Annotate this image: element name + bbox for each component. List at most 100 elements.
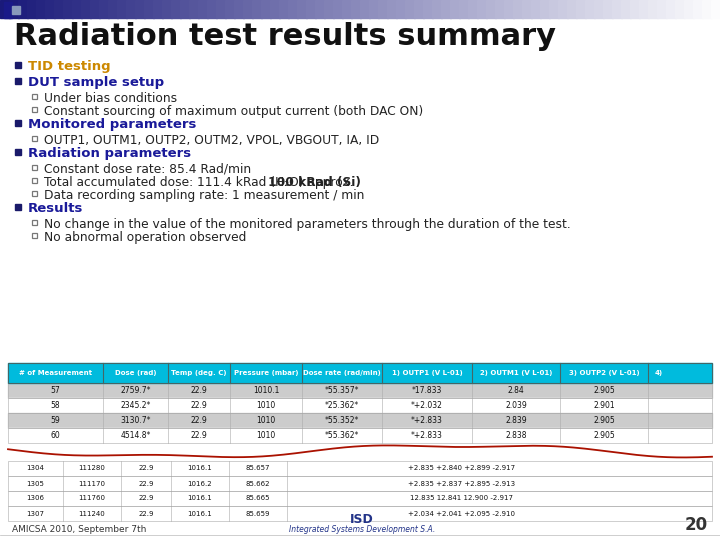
Text: 1) OUTP1 (V L-01): 1) OUTP1 (V L-01) (392, 370, 462, 376)
Text: *55.362*: *55.362* (325, 431, 359, 440)
Text: 22.9: 22.9 (191, 401, 207, 410)
Text: 4514.8*: 4514.8* (120, 431, 150, 440)
Bar (225, 0, 235, 18)
Text: 3130.7*: 3130.7* (120, 416, 150, 425)
Bar (207, 0, 217, 18)
Bar (351, 0, 361, 18)
Bar (90, 0, 99, 18)
Text: 22.9: 22.9 (138, 510, 154, 516)
Text: 2.838: 2.838 (505, 431, 527, 440)
Text: Constant sourcing of maximum output current (both DAC ON): Constant sourcing of maximum output curr… (44, 105, 423, 118)
Text: 2.901: 2.901 (593, 401, 615, 410)
Bar (432, 0, 441, 18)
Text: 22.9: 22.9 (138, 481, 154, 487)
Bar (252, 0, 261, 18)
Bar (405, 0, 415, 18)
Bar (396, 0, 405, 18)
Bar (8, 461, 712, 476)
Bar (684, 0, 693, 18)
Bar (126, 0, 135, 18)
Bar (153, 0, 163, 18)
Text: 2.905: 2.905 (593, 416, 615, 425)
Bar (270, 0, 279, 18)
Text: TID testing: TID testing (28, 60, 111, 73)
Text: +2.034 +2.041 +2.095 -2.910: +2.034 +2.041 +2.095 -2.910 (408, 510, 516, 516)
Text: Constant dose rate: 85.4 Rad/min: Constant dose rate: 85.4 Rad/min (44, 163, 251, 176)
Bar (243, 0, 253, 18)
Text: Data recording sampling rate: 1 measurement / min: Data recording sampling rate: 1 measurem… (44, 189, 364, 202)
Text: 1016.1: 1016.1 (188, 465, 212, 471)
Text: Temp (deg. C): Temp (deg. C) (171, 370, 227, 376)
Bar (54, 0, 63, 18)
Bar (0, 0, 9, 18)
Bar (15, 149, 21, 155)
Bar (8, 363, 712, 383)
Bar (32, 107, 37, 112)
Text: *+2.032: *+2.032 (411, 401, 443, 410)
Bar (423, 0, 433, 18)
Bar (8, 461, 712, 476)
Text: Pressure (mbar): Pressure (mbar) (234, 370, 298, 376)
Bar (8, 506, 712, 521)
Text: ISD: ISD (350, 513, 374, 526)
Bar (585, 0, 595, 18)
Text: 100 kRad (Si): 100 kRad (Si) (269, 176, 361, 189)
Bar (495, 0, 505, 18)
Bar (639, 0, 649, 18)
Bar (540, 0, 549, 18)
Text: 22.9: 22.9 (191, 431, 207, 440)
Text: # of Measurement: # of Measurement (19, 370, 92, 376)
Bar (558, 0, 567, 18)
Text: 1016.1: 1016.1 (188, 510, 212, 516)
Bar (32, 220, 37, 225)
Text: 2.839: 2.839 (505, 416, 527, 425)
Bar (180, 0, 189, 18)
Bar (648, 0, 657, 18)
Bar (594, 0, 603, 18)
Bar (234, 0, 243, 18)
Bar (441, 0, 451, 18)
Bar (369, 0, 379, 18)
Bar (8, 428, 712, 443)
Text: 85.665: 85.665 (246, 496, 270, 502)
Text: *25.362*: *25.362* (325, 401, 359, 410)
Text: 2) OUTM1 (V L-01): 2) OUTM1 (V L-01) (480, 370, 552, 376)
Text: 1304: 1304 (27, 465, 45, 471)
Text: 3) OUTP2 (V L-01): 3) OUTP2 (V L-01) (569, 370, 639, 376)
Bar (261, 0, 271, 18)
Bar (162, 0, 171, 18)
Bar (18, 0, 27, 18)
Text: No change in the value of the monitored parameters through the duration of the t: No change in the value of the monitored … (44, 218, 571, 231)
Text: 20: 20 (685, 516, 708, 534)
Text: 1305: 1305 (27, 481, 45, 487)
Text: *55.352*: *55.352* (325, 416, 359, 425)
Bar (32, 233, 37, 238)
Text: 2759.7*: 2759.7* (120, 386, 150, 395)
Bar (522, 0, 531, 18)
Bar (414, 0, 423, 18)
Text: Total accumulated dose: 111.4 kRad (H₂O) approx.: Total accumulated dose: 111.4 kRad (H₂O)… (44, 176, 357, 189)
Text: 1306: 1306 (27, 496, 45, 502)
Text: 2.905: 2.905 (593, 431, 615, 440)
Text: 4): 4) (655, 370, 663, 376)
Bar (693, 0, 703, 18)
Bar (306, 0, 315, 18)
Text: 58: 58 (50, 401, 60, 410)
Text: *55.357*: *55.357* (325, 386, 359, 395)
Bar (468, 0, 477, 18)
Text: 111240: 111240 (78, 510, 105, 516)
Bar (486, 0, 495, 18)
Text: 1010: 1010 (256, 401, 276, 410)
Bar (711, 0, 720, 18)
Bar (198, 0, 207, 18)
Text: AMICSA 2010, September 7th: AMICSA 2010, September 7th (12, 525, 146, 534)
Bar (32, 165, 37, 170)
Text: Monitored parameters: Monitored parameters (28, 118, 197, 131)
Bar (8, 506, 712, 521)
Bar (8, 398, 712, 413)
Bar (15, 204, 21, 210)
Bar (342, 0, 351, 18)
Text: 1307: 1307 (27, 510, 45, 516)
Bar (32, 136, 37, 141)
Bar (63, 0, 73, 18)
